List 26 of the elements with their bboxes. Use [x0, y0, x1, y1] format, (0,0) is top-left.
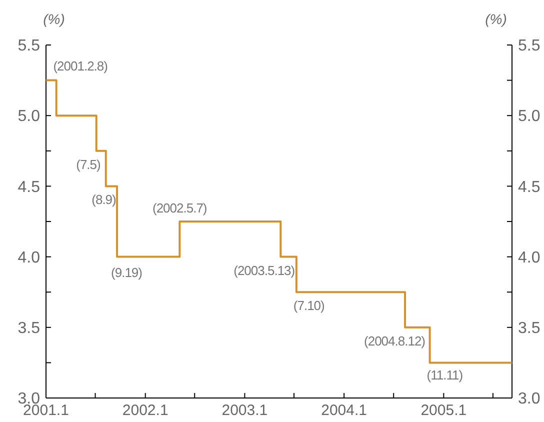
- y2-tick-label: 4.5: [518, 178, 540, 196]
- x-tick-label: 2003.1: [222, 402, 268, 419]
- annotation: (9.19): [111, 264, 142, 280]
- y-tick-label: 5.5: [18, 38, 40, 55]
- y-tick-label: 5.0: [18, 108, 40, 126]
- y2-tick-label: 4.0: [518, 249, 540, 266]
- annotation: (2001.2.8): [53, 58, 108, 74]
- annotation: (7.5): [76, 156, 101, 172]
- y2-tick-label: 3.5: [518, 320, 540, 337]
- annotation: (8.9): [92, 192, 116, 208]
- annotation: (2002.5.7): [152, 200, 207, 216]
- y-axis-title: (%): [43, 11, 65, 27]
- annotation: (11.11): [426, 368, 463, 383]
- y-tick-label: 4.5: [18, 178, 40, 196]
- y2-tick-label: 5.0: [518, 108, 540, 126]
- y2-axis-title: (%): [485, 11, 507, 27]
- annotation: (7.10): [293, 298, 325, 314]
- y-tick-label: 4.0: [18, 249, 40, 266]
- x-tick-label: 2005.1: [420, 402, 467, 419]
- x-tick-label: 2004.1: [321, 402, 367, 419]
- annotation: (2004.8.12): [364, 333, 426, 348]
- y2-tick-label: 3.0: [518, 390, 540, 408]
- annotation: (2003.5.13): [234, 262, 295, 278]
- y-tick-label: 3.5: [18, 320, 40, 337]
- y2-tick-label: 5.5: [518, 38, 540, 55]
- x-tick-label: 2002.1: [122, 402, 168, 419]
